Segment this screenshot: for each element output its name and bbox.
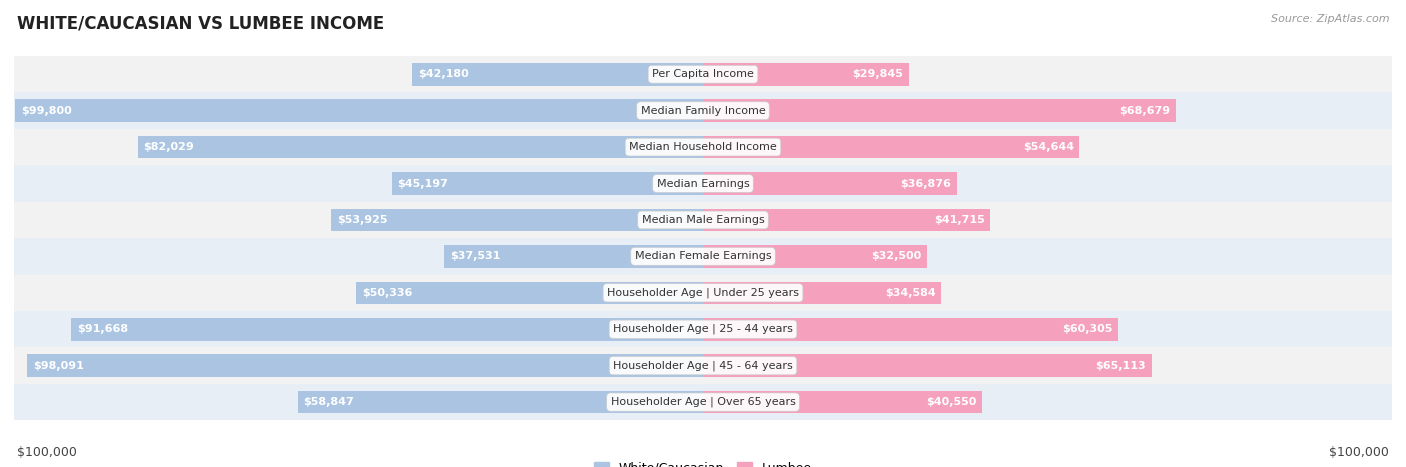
Bar [703, 391, 983, 413]
Text: Median Household Income: Median Household Income [628, 142, 778, 152]
Bar [14, 238, 1392, 275]
Bar [703, 209, 990, 231]
Text: Median Female Earnings: Median Female Earnings [634, 251, 772, 262]
Text: $99,800: $99,800 [21, 106, 72, 116]
Text: Per Capita Income: Per Capita Income [652, 69, 754, 79]
Text: $41,715: $41,715 [934, 215, 984, 225]
Bar [14, 347, 1392, 384]
Text: $42,180: $42,180 [418, 69, 468, 79]
Bar [14, 165, 1392, 202]
Bar [356, 282, 703, 304]
Text: $98,091: $98,091 [32, 361, 83, 371]
Bar [14, 275, 1392, 311]
Text: $45,197: $45,197 [396, 178, 449, 189]
Text: Householder Age | 45 - 64 years: Householder Age | 45 - 64 years [613, 361, 793, 371]
Text: Householder Age | 25 - 44 years: Householder Age | 25 - 44 years [613, 324, 793, 334]
Legend: White/Caucasian, Lumbee: White/Caucasian, Lumbee [589, 457, 817, 467]
Bar [703, 172, 957, 195]
Bar [412, 63, 703, 85]
Text: $32,500: $32,500 [872, 251, 921, 262]
Bar [14, 92, 1392, 129]
Bar [332, 209, 703, 231]
Bar [298, 391, 703, 413]
Text: $54,644: $54,644 [1022, 142, 1074, 152]
Bar [14, 311, 1392, 347]
Bar [27, 354, 703, 377]
Text: Source: ZipAtlas.com: Source: ZipAtlas.com [1271, 14, 1389, 24]
Bar [703, 282, 941, 304]
Text: $100,000: $100,000 [1329, 446, 1389, 460]
Text: $100,000: $100,000 [17, 446, 77, 460]
Text: $34,584: $34,584 [884, 288, 936, 298]
Text: WHITE/CAUCASIAN VS LUMBEE INCOME: WHITE/CAUCASIAN VS LUMBEE INCOME [17, 14, 384, 32]
Text: $37,531: $37,531 [450, 251, 501, 262]
Bar [72, 318, 703, 340]
Text: $82,029: $82,029 [143, 142, 194, 152]
Text: Median Family Income: Median Family Income [641, 106, 765, 116]
Bar [703, 99, 1177, 122]
Text: $53,925: $53,925 [337, 215, 388, 225]
Bar [444, 245, 703, 268]
Text: Median Earnings: Median Earnings [657, 178, 749, 189]
Text: $36,876: $36,876 [901, 178, 952, 189]
Bar [14, 56, 1392, 92]
Text: Median Male Earnings: Median Male Earnings [641, 215, 765, 225]
Bar [138, 136, 703, 158]
Text: $91,668: $91,668 [77, 324, 128, 334]
Text: $68,679: $68,679 [1119, 106, 1171, 116]
Bar [703, 318, 1118, 340]
Text: Householder Age | Over 65 years: Householder Age | Over 65 years [610, 397, 796, 407]
Text: $65,113: $65,113 [1095, 361, 1146, 371]
Text: $60,305: $60,305 [1063, 324, 1114, 334]
Bar [703, 63, 908, 85]
Text: $50,336: $50,336 [361, 288, 412, 298]
Text: $40,550: $40,550 [927, 397, 977, 407]
Bar [15, 99, 703, 122]
Bar [392, 172, 703, 195]
Bar [703, 245, 927, 268]
Bar [14, 384, 1392, 420]
Bar [703, 136, 1080, 158]
Bar [14, 129, 1392, 165]
Bar [703, 354, 1152, 377]
Bar [14, 202, 1392, 238]
Text: $58,847: $58,847 [304, 397, 354, 407]
Text: $29,845: $29,845 [852, 69, 903, 79]
Text: Householder Age | Under 25 years: Householder Age | Under 25 years [607, 288, 799, 298]
